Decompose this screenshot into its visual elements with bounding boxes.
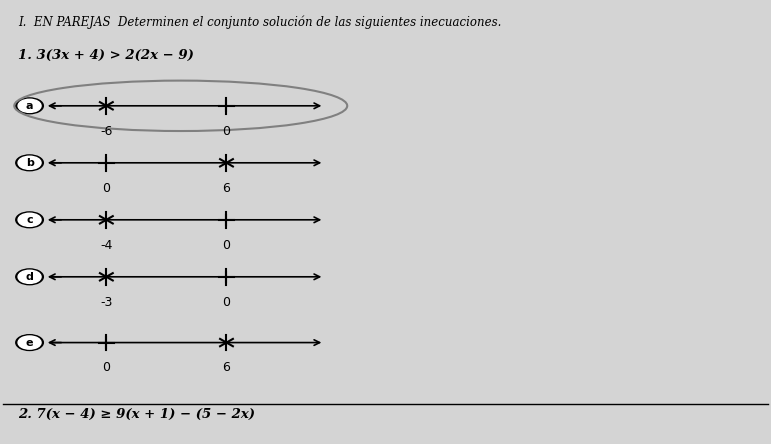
Text: d: d (25, 272, 33, 282)
Text: c: c (26, 215, 33, 225)
Circle shape (15, 335, 43, 350)
Text: -3: -3 (100, 296, 113, 309)
Text: 6: 6 (223, 361, 231, 374)
Text: -4: -4 (100, 239, 113, 252)
Circle shape (18, 99, 41, 112)
Circle shape (18, 336, 41, 349)
Text: 6: 6 (223, 182, 231, 194)
Circle shape (15, 155, 43, 170)
Text: 0: 0 (223, 296, 231, 309)
Text: 2. 7(x − 4) ≥ 9(x + 1) − (5 − 2x): 2. 7(x − 4) ≥ 9(x + 1) − (5 − 2x) (18, 408, 255, 421)
Text: b: b (25, 158, 33, 168)
Circle shape (18, 156, 41, 170)
Text: 1. 3(3x + 4) > 2(2x − 9): 1. 3(3x + 4) > 2(2x − 9) (18, 49, 194, 62)
Circle shape (15, 212, 43, 228)
Text: I.  EN PAREJAS  Determinen el conjunto solución de las siguientes inecuaciones.: I. EN PAREJAS Determinen el conjunto sol… (18, 16, 501, 29)
Circle shape (18, 213, 41, 226)
Text: 0: 0 (223, 125, 231, 138)
Circle shape (15, 269, 43, 285)
Text: 0: 0 (103, 182, 110, 194)
Text: 0: 0 (103, 361, 110, 374)
Text: -6: -6 (100, 125, 113, 138)
Text: e: e (25, 337, 33, 348)
Circle shape (18, 270, 41, 283)
Text: 0: 0 (223, 239, 231, 252)
Circle shape (15, 98, 43, 114)
Text: a: a (25, 101, 33, 111)
